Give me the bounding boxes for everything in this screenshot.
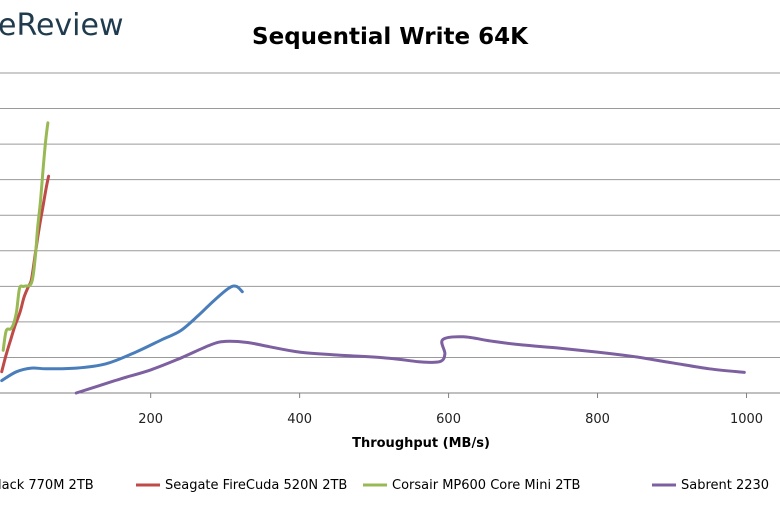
series-line-4: [74, 335, 746, 395]
legend-label-1: lack 770M 2TB: [0, 478, 94, 493]
tick-layer: 200 400 600 800 1000: [138, 412, 763, 427]
x-axis-label: Throughput (MB/s): [352, 436, 490, 451]
series-line-1: [0, 284, 244, 383]
grid-layer: [0, 72, 780, 358]
axis-layer: [0, 392, 780, 398]
x-tick-label: 600: [436, 412, 461, 427]
x-tick-label: 1000: [730, 412, 763, 427]
x-tick-label: 200: [138, 412, 163, 427]
brand-logo-text: eReview: [0, 8, 124, 43]
legend-label-4: Sabrent 2230: [681, 478, 769, 493]
series-line-3: [1, 121, 50, 352]
x-tick-label: 400: [287, 412, 312, 427]
legend: lack 770M 2TB Seagate FireCuda 520N 2TB Co…: [0, 478, 769, 493]
legend-label-3: Corsair MP600 Core Mini 2TB: [392, 478, 580, 493]
x-tick-label: 800: [585, 412, 610, 427]
chart-title: Sequential Write 64K: [252, 24, 529, 50]
legend-label-2: Seagate FireCuda 520N 2TB: [165, 478, 347, 493]
series-layer: [0, 121, 746, 395]
